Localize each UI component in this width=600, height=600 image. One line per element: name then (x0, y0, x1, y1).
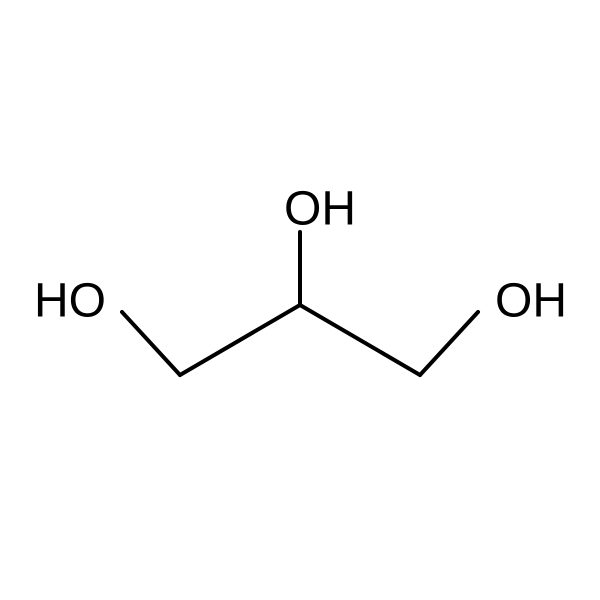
bond-c2-c3 (300, 305, 420, 375)
label-oh-center: OH (284, 183, 356, 236)
molecule-diagram: HO OH OH (0, 0, 600, 600)
bond-c1-o1 (122, 312, 180, 375)
bond-c1-c2 (180, 305, 300, 375)
label-oh-right: OH (495, 275, 567, 328)
label-oh-left: HO (34, 275, 106, 328)
bond-c3-o3 (420, 312, 478, 375)
